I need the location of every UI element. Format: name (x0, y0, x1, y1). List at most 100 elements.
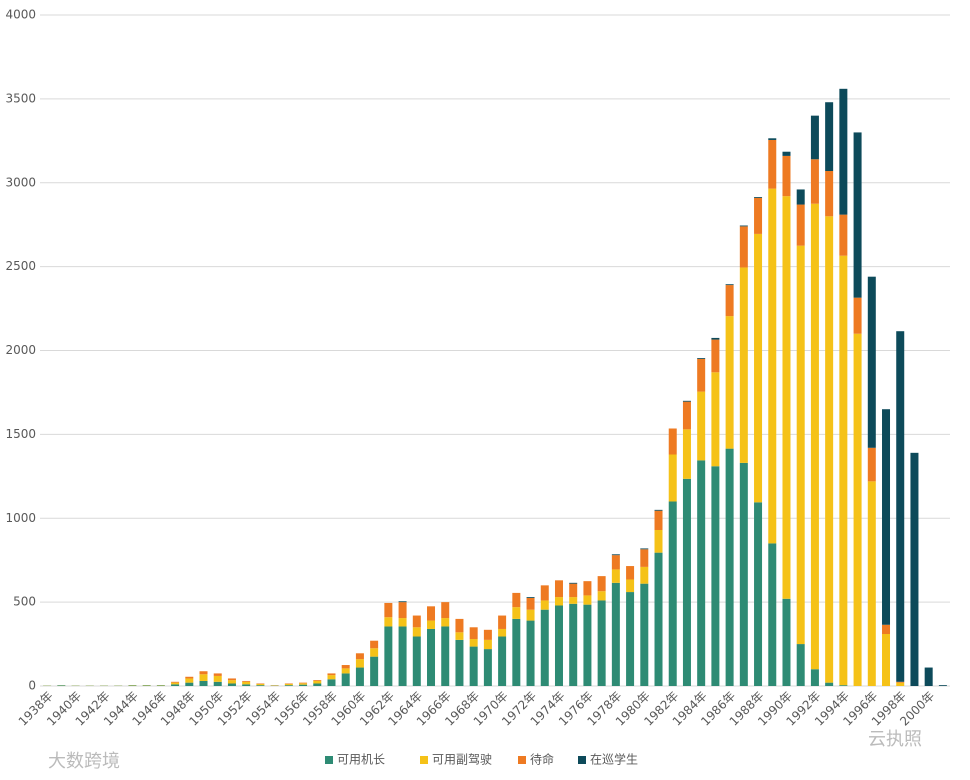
bar-segment (526, 597, 535, 598)
bar-segment (469, 639, 478, 647)
bar-segment (583, 595, 592, 605)
bar-segment (171, 681, 180, 683)
bar-segment (284, 683, 293, 686)
bar-segment (242, 684, 251, 686)
bar-segment (739, 462, 748, 686)
bar-segment (640, 548, 649, 550)
bar-segment (498, 615, 507, 629)
bar-segment (796, 204, 805, 246)
bar-segment (427, 620, 436, 629)
bar-segment (711, 337, 720, 340)
bar-segment (754, 197, 763, 198)
bar-segment (668, 501, 677, 686)
bar-segment (938, 685, 947, 686)
bar-segment (441, 618, 450, 627)
bar-segment (427, 606, 436, 621)
bar-segment (668, 428, 677, 455)
bar-segment (782, 151, 791, 156)
bar-segment (554, 605, 563, 686)
bar-segment (853, 297, 862, 334)
bar-segment (569, 582, 578, 584)
bar-segment (924, 667, 933, 686)
bar-segment (839, 214, 848, 256)
y-tick-label: 0 (28, 679, 36, 693)
bar-segment (57, 685, 66, 686)
bar-segment (654, 552, 663, 686)
bar-segment (370, 648, 379, 657)
bar-segment (483, 649, 492, 686)
bar-segment (867, 481, 876, 686)
bar-segment (867, 447, 876, 482)
bar-segment (199, 674, 208, 681)
bar-segment (796, 189, 805, 205)
bar-segment (512, 607, 521, 619)
bar-segment (455, 639, 464, 686)
bar-segment (682, 401, 691, 430)
legend-swatch (578, 756, 586, 764)
legend-swatch (420, 756, 428, 764)
bar-segment (185, 682, 194, 686)
bar-segment (171, 682, 180, 685)
bar-segment (910, 452, 919, 686)
bar-segment (341, 668, 350, 674)
bar-segment (412, 636, 421, 686)
bar-segment (512, 618, 521, 686)
bar-segment (199, 680, 208, 686)
bar-segment (213, 673, 222, 676)
bar-segment (384, 602, 393, 618)
bar-segment (327, 673, 336, 676)
legend-label: 可用机长 (337, 753, 385, 767)
bar-segment (668, 454, 677, 502)
bar-segment (796, 644, 805, 686)
bar-segment (825, 216, 834, 683)
bar-segment (441, 602, 450, 619)
bar-segment (810, 159, 819, 204)
bar-segment (227, 680, 236, 684)
bar-segment (540, 609, 549, 686)
bar-segment (569, 597, 578, 604)
bar-segment (213, 675, 222, 682)
bar-segment (242, 681, 251, 685)
bar-segment (299, 682, 308, 684)
bar-segment (483, 629, 492, 640)
bar-segment (384, 617, 393, 627)
bar-segment (554, 597, 563, 606)
bar-segment (256, 683, 265, 684)
bar-segment (526, 620, 535, 686)
legend-label: 待命 (530, 752, 554, 767)
bar-segment (185, 676, 194, 679)
bar-segment (355, 659, 364, 668)
bar-segment (242, 680, 251, 682)
bar-segment (540, 585, 549, 601)
bar-segment (370, 656, 379, 686)
bar-segment (341, 673, 350, 686)
bar-segment (554, 580, 563, 598)
watermark: 云执照 (868, 729, 922, 750)
bar-segment (640, 549, 649, 567)
bar-segment (754, 233, 763, 503)
bar-segment (227, 683, 236, 686)
bar-segment (327, 679, 336, 686)
bar-segment (839, 255, 848, 686)
bar-segment (611, 555, 620, 570)
bar-segment (867, 276, 876, 448)
bar-segment (526, 609, 535, 621)
bar-segment (882, 624, 891, 634)
bar-segment (754, 197, 763, 234)
bar-segment (199, 671, 208, 675)
bar-segment (682, 478, 691, 686)
y-tick-label: 1500 (5, 427, 36, 441)
bar-segment (810, 669, 819, 686)
bar-segment (171, 684, 180, 686)
bar-segment (853, 333, 862, 686)
bar-segment (256, 683, 265, 686)
bar-segment (896, 331, 905, 682)
bar-segment (398, 602, 407, 619)
bar-segment (697, 358, 706, 392)
bar-segment (782, 155, 791, 197)
bar-segment (626, 566, 635, 580)
bar-segment (711, 339, 720, 373)
y-tick-label: 2000 (5, 343, 36, 357)
bar-segment (611, 569, 620, 583)
bar-segment (654, 510, 663, 530)
